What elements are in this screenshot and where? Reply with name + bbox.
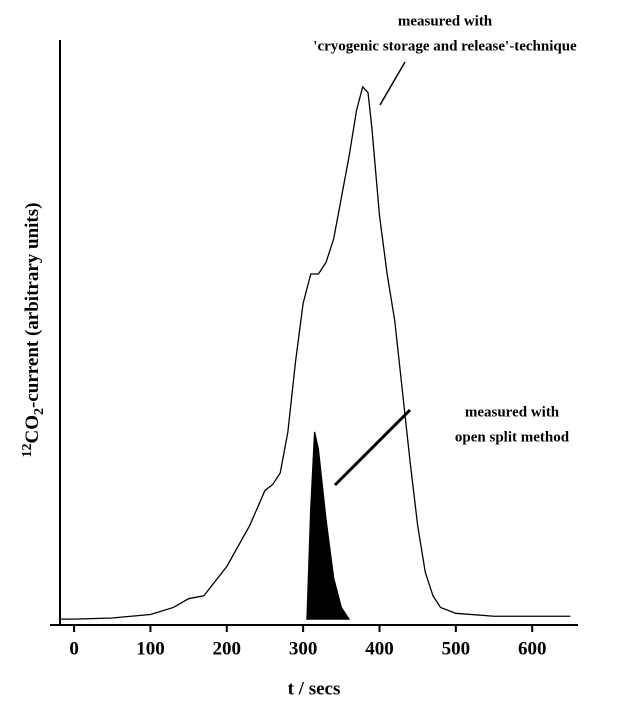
y-axis-label: 12CO2-current (arbitrary units) <box>20 203 47 458</box>
y-label-mass: 12 <box>20 443 35 457</box>
y-label-sub: 2 <box>32 408 47 415</box>
y-label-formula: CO <box>22 415 43 444</box>
x-tick-label: 400 <box>365 638 394 659</box>
x-axis-label: t / secs <box>288 678 341 699</box>
area <box>306 431 351 620</box>
annotation: 'cryogenic storage and release'-techniqu… <box>313 38 577 54</box>
x-tick-label: 0 <box>69 638 79 659</box>
y-label-rest: -current (arbitrary units) <box>22 203 43 408</box>
x-tick-label: 500 <box>442 638 471 659</box>
annotation: measured with <box>398 13 493 29</box>
leader-line <box>333 408 412 487</box>
annotation: measured with <box>465 404 560 420</box>
x-tick-label: 600 <box>518 638 547 659</box>
annotation: open split method <box>455 429 570 445</box>
x-tick-label: 200 <box>213 638 242 659</box>
x-tick-label: 100 <box>136 638 165 659</box>
leader-line <box>379 61 406 106</box>
x-tick-label: 300 <box>289 638 318 659</box>
line <box>58 85 571 620</box>
